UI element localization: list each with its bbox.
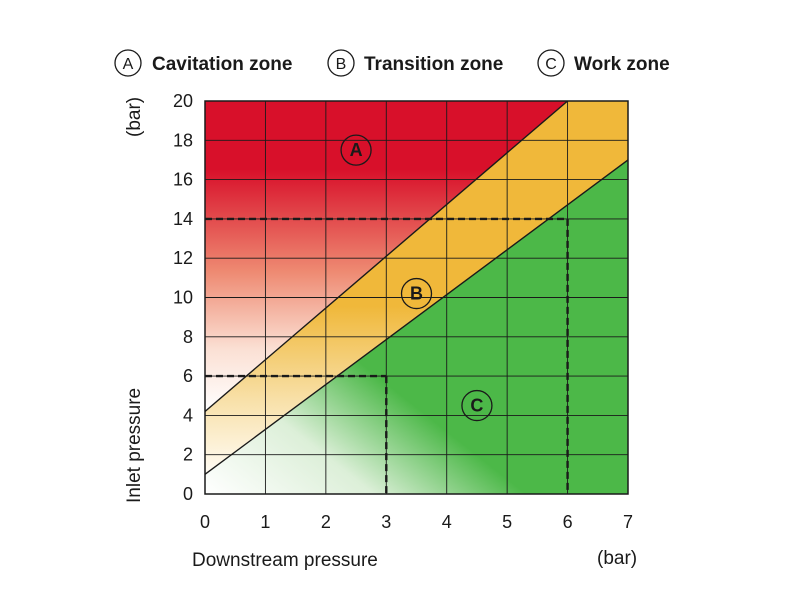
zone-marker-b [400,277,433,310]
legend-marker-a [114,49,142,77]
y-tick-label: 6 [183,366,193,386]
y-axis-label: Inlet pressure [124,388,145,503]
x-tick-label: 1 [260,512,270,532]
y-tick-label: 8 [183,327,193,347]
legend-letter-b: B [336,56,347,73]
zone-marker-c [461,389,493,422]
y-axis-unit: (bar) [124,97,145,137]
x-axis-ticks: 0 1 2 3 4 5 6 7 [200,512,633,532]
x-tick-label: 4 [442,512,452,532]
x-tick-label: 5 [502,512,512,532]
zone-letter-a: A [350,140,363,160]
y-tick-label: 20 [173,91,193,111]
zone-letter-b: B [410,284,423,304]
y-tick-label: 12 [173,248,193,268]
zone-markers: A B C [340,134,493,422]
y-tick-label: 18 [173,130,193,150]
y-tick-label: 4 [183,405,193,425]
plot-area: A B C [204,100,629,495]
legend-label-c: Work zone [574,54,670,75]
y-tick-label: 10 [173,288,193,308]
y-tick-label: 0 [183,484,193,504]
legend-label-a: Cavitation zone [152,54,292,75]
zone-letter-c: C [470,396,483,416]
x-tick-label: 6 [563,512,573,532]
zone-c-area [205,159,628,494]
x-tick-label: 7 [623,512,633,532]
zone-b-area [205,101,628,475]
y-axis-ticks: 0 2 4 6 8 10 12 14 16 18 20 [173,91,193,504]
legend: A Cavitation zone B Transition zone C Wo… [114,49,670,77]
y-tick-label: 2 [183,445,193,465]
x-tick-label: 3 [381,512,391,532]
legend-item-b: B Transition zone [327,49,503,77]
plot-frame [204,100,629,495]
x-tick-label: 0 [200,512,210,532]
boundary-line-bc [204,159,629,475]
y-tick-label: 14 [173,209,193,229]
zone-boundaries [204,100,629,475]
boundary-line-ab [204,100,569,413]
legend-letter-c: C [545,56,557,73]
reference-lines [205,217,569,494]
x-tick-label: 2 [321,512,331,532]
legend-marker-b [327,49,355,77]
legend-item-c: C Work zone [537,49,670,77]
legend-label-b: Transition zone [364,54,503,75]
x-axis-unit: (bar) [597,548,637,569]
x-axis-label: Downstream pressure [192,550,378,571]
zone-marker-a [340,134,372,166]
legend-marker-c [537,49,565,77]
y-tick-label: 16 [173,170,193,190]
legend-letter-a: A [123,56,134,73]
legend-item-a: A Cavitation zone [114,49,292,77]
